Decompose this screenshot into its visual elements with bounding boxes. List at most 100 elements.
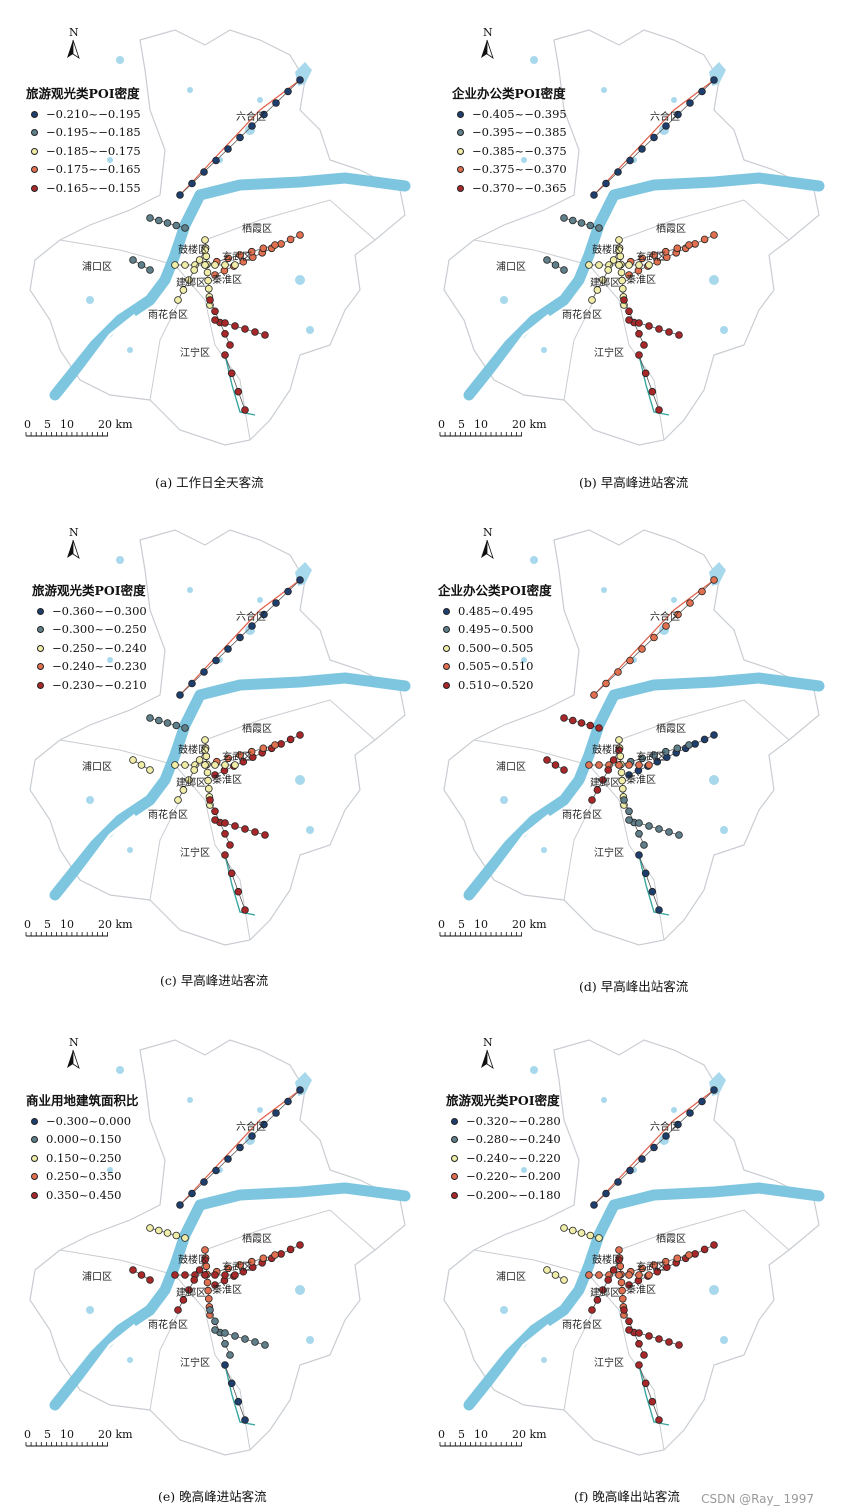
legend-item: −0.405~−0.395 bbox=[452, 105, 567, 124]
station-marker bbox=[666, 829, 673, 836]
station-marker bbox=[686, 1252, 693, 1259]
station-marker bbox=[287, 1246, 294, 1253]
lake-icon bbox=[671, 97, 677, 103]
legend-item: −0.210~−0.195 bbox=[26, 105, 141, 124]
district-label: 江宁区 bbox=[180, 1356, 210, 1369]
station-marker bbox=[636, 320, 643, 327]
station-marker bbox=[666, 329, 673, 336]
legend-item: −0.370~−0.365 bbox=[452, 179, 567, 198]
district-label: 栖霞区 bbox=[656, 222, 686, 235]
station-marker bbox=[656, 907, 663, 914]
north-arrow-icon: N bbox=[67, 1036, 79, 1068]
lake-icon bbox=[187, 1097, 193, 1103]
station-marker bbox=[235, 888, 242, 895]
station-marker bbox=[212, 317, 219, 324]
station-marker bbox=[656, 1417, 663, 1424]
lake-icon bbox=[709, 275, 719, 285]
station-marker bbox=[676, 1342, 683, 1349]
legend-item: −0.300~0.000 bbox=[26, 1112, 139, 1131]
district-label: 鼓楼区 bbox=[592, 243, 622, 256]
station-marker bbox=[222, 1330, 229, 1337]
legend-title: 旅游观光类POI密度 bbox=[32, 582, 147, 601]
district-label: 六合区 bbox=[650, 610, 680, 623]
station-marker bbox=[636, 1362, 643, 1369]
station-marker bbox=[262, 332, 269, 339]
station-marker bbox=[626, 262, 633, 269]
district-label: 浦口区 bbox=[82, 260, 112, 273]
station-marker bbox=[201, 169, 208, 176]
station-marker bbox=[596, 1272, 603, 1279]
map-panel-b: 六合区 栖霞区 浦口区 鼓楼区 玄武区 秦淮区 建邺区 雨花台区 江宁区 N 0 5 10 20 km 企… bbox=[414, 0, 838, 500]
station-marker bbox=[177, 692, 184, 699]
legend-item: −0.280~−0.240 bbox=[446, 1130, 561, 1149]
station-marker bbox=[676, 332, 683, 339]
district-label: 雨花台区 bbox=[148, 1318, 188, 1331]
station-marker bbox=[711, 1242, 718, 1249]
station-marker bbox=[586, 1272, 593, 1279]
station-marker bbox=[636, 1340, 643, 1347]
station-marker bbox=[260, 745, 267, 752]
lake-icon bbox=[671, 597, 677, 603]
station-marker bbox=[273, 1110, 280, 1117]
station-marker bbox=[686, 742, 693, 749]
legend-dot-icon bbox=[457, 185, 464, 192]
legend-dot-icon bbox=[457, 111, 464, 118]
station-marker bbox=[222, 320, 229, 327]
station-marker bbox=[222, 330, 229, 337]
north-arrow-icon: N bbox=[67, 26, 79, 58]
station-marker bbox=[196, 757, 203, 764]
legend-item: −0.220~−0.200 bbox=[446, 1167, 561, 1186]
station-marker bbox=[701, 236, 708, 243]
station-marker bbox=[626, 308, 633, 315]
station-marker bbox=[155, 217, 162, 224]
station-marker bbox=[619, 285, 626, 292]
station-marker bbox=[621, 1307, 628, 1314]
district-label: 鼓楼区 bbox=[592, 743, 622, 756]
station-marker bbox=[656, 326, 663, 333]
station-marker bbox=[569, 217, 576, 224]
station-marker bbox=[172, 762, 179, 769]
station-marker bbox=[618, 1279, 625, 1286]
nanjing-map-a: 六合区栖霞区浦口区鼓楼区玄武区秦淮区建邺区雨花台区江宁区N0 5 10 20 km bbox=[0, 0, 424, 500]
legend-item: 0.495~0.500 bbox=[438, 620, 552, 639]
station-marker bbox=[202, 237, 209, 244]
lake-icon bbox=[709, 775, 719, 785]
station-marker bbox=[621, 797, 628, 804]
station-marker bbox=[204, 1279, 211, 1286]
lake-icon bbox=[500, 1306, 508, 1314]
station-marker bbox=[569, 717, 576, 724]
station-marker bbox=[596, 225, 603, 232]
station-marker bbox=[212, 808, 219, 815]
station-marker bbox=[177, 192, 184, 199]
station-marker bbox=[603, 1190, 610, 1197]
station-marker bbox=[605, 767, 612, 774]
station-marker bbox=[242, 1417, 249, 1424]
station-marker bbox=[616, 1247, 623, 1254]
station-marker bbox=[225, 646, 232, 653]
station-marker bbox=[610, 757, 617, 764]
station-marker bbox=[649, 888, 656, 895]
station-marker bbox=[636, 330, 643, 337]
lake-icon bbox=[530, 1066, 538, 1074]
map-legend: 企业办公类POI密度 0.485~0.495 0.495~0.500 0.500… bbox=[438, 582, 552, 694]
station-marker bbox=[586, 262, 593, 269]
station-marker bbox=[651, 634, 658, 641]
station-marker bbox=[649, 388, 656, 395]
station-marker bbox=[249, 1133, 256, 1140]
station-marker bbox=[273, 100, 280, 107]
station-marker bbox=[175, 797, 182, 804]
district-label: 六合区 bbox=[236, 110, 266, 123]
legend-item: 0.485~0.495 bbox=[438, 602, 552, 621]
district-label: 江宁区 bbox=[594, 846, 624, 859]
district-label: 玄武区 bbox=[636, 250, 666, 263]
legend-dot-icon bbox=[443, 626, 450, 633]
scale-label: 5 bbox=[458, 918, 465, 931]
scale-label: 20 km bbox=[512, 918, 547, 931]
station-marker bbox=[147, 267, 154, 274]
district-label: 建邺区 bbox=[176, 276, 206, 289]
scale-label: 5 bbox=[44, 918, 51, 931]
legend-item: −0.320~−0.280 bbox=[446, 1112, 561, 1131]
station-marker bbox=[252, 829, 259, 836]
scale-bar: 0 5 10 20 km bbox=[24, 418, 133, 436]
lake-icon bbox=[720, 826, 728, 834]
